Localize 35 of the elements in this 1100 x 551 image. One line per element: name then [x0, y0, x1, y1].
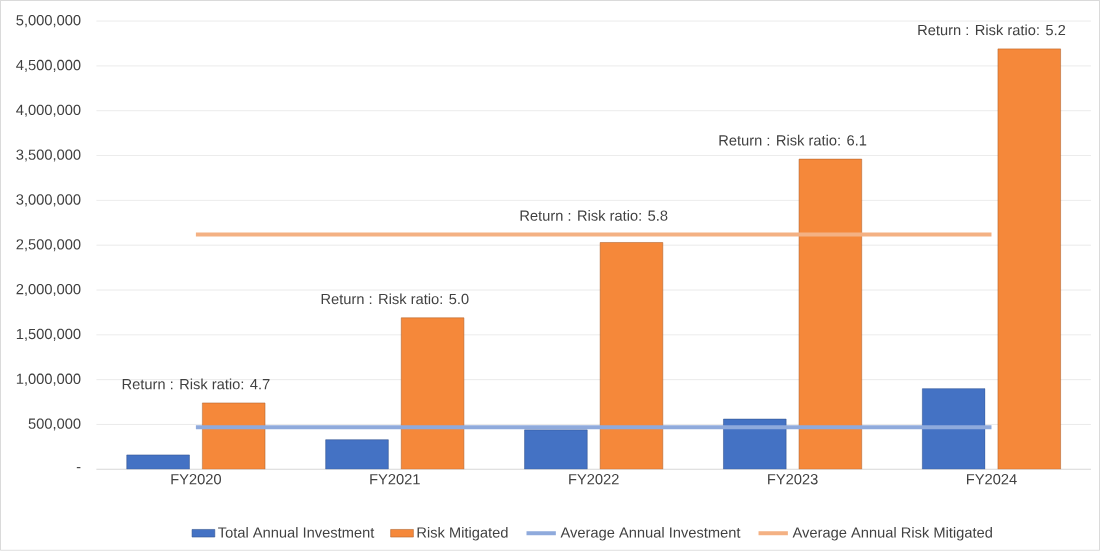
y-tick-label: 4,500,000 [16, 59, 81, 73]
legend-label: Risk Mitigated [417, 527, 508, 541]
annotation: Return : Risk ratio: 5.2 [918, 24, 1066, 36]
legend-label: Average Annual Risk Mitigated [792, 527, 992, 541]
y-tick-label: 4,000,000 [16, 104, 81, 117]
bar [202, 402, 266, 470]
y-tick-label: 5,000,000 [16, 15, 81, 28]
bar [400, 317, 465, 470]
y-tick-label: 500,000 [28, 418, 81, 431]
annotation: Return : Risk ratio: 5.0 [321, 293, 469, 305]
y-tick-label: - [76, 467, 81, 469]
y-tick-label: 1,500,000 [16, 328, 81, 342]
y-tick-label: 1,000,000 [16, 373, 81, 386]
y-tick-label: 2,000,000 [16, 284, 81, 297]
bar [599, 242, 664, 470]
bar [524, 429, 588, 470]
legend-label: Total Annual Investment [218, 527, 375, 538]
bar [798, 158, 862, 470]
bar [723, 418, 787, 470]
bar [997, 48, 1061, 470]
x-tick-label: FY2024 [967, 474, 1017, 485]
y-tick-label: 3,000,000 [16, 194, 81, 207]
annotation: Return : Risk ratio: 5.8 [520, 210, 668, 221]
x-tick-label: FY2022 [569, 474, 619, 485]
bar [325, 439, 389, 470]
bar [922, 388, 986, 470]
annotation: Return : Risk ratio: 4.7 [122, 378, 270, 390]
y-tick-label: 3,500,000 [16, 149, 81, 162]
x-tick-label: FY2021 [370, 474, 420, 485]
legend-label: Average Annual Investment [560, 527, 741, 541]
bar [126, 454, 190, 470]
annotation: Return : Risk ratio: 6.1 [719, 134, 867, 146]
y-tick-label: 2,500,000 [16, 239, 81, 252]
x-tick-label: FY2020 [171, 474, 221, 485]
x-tick-label: FY2023 [768, 474, 818, 485]
